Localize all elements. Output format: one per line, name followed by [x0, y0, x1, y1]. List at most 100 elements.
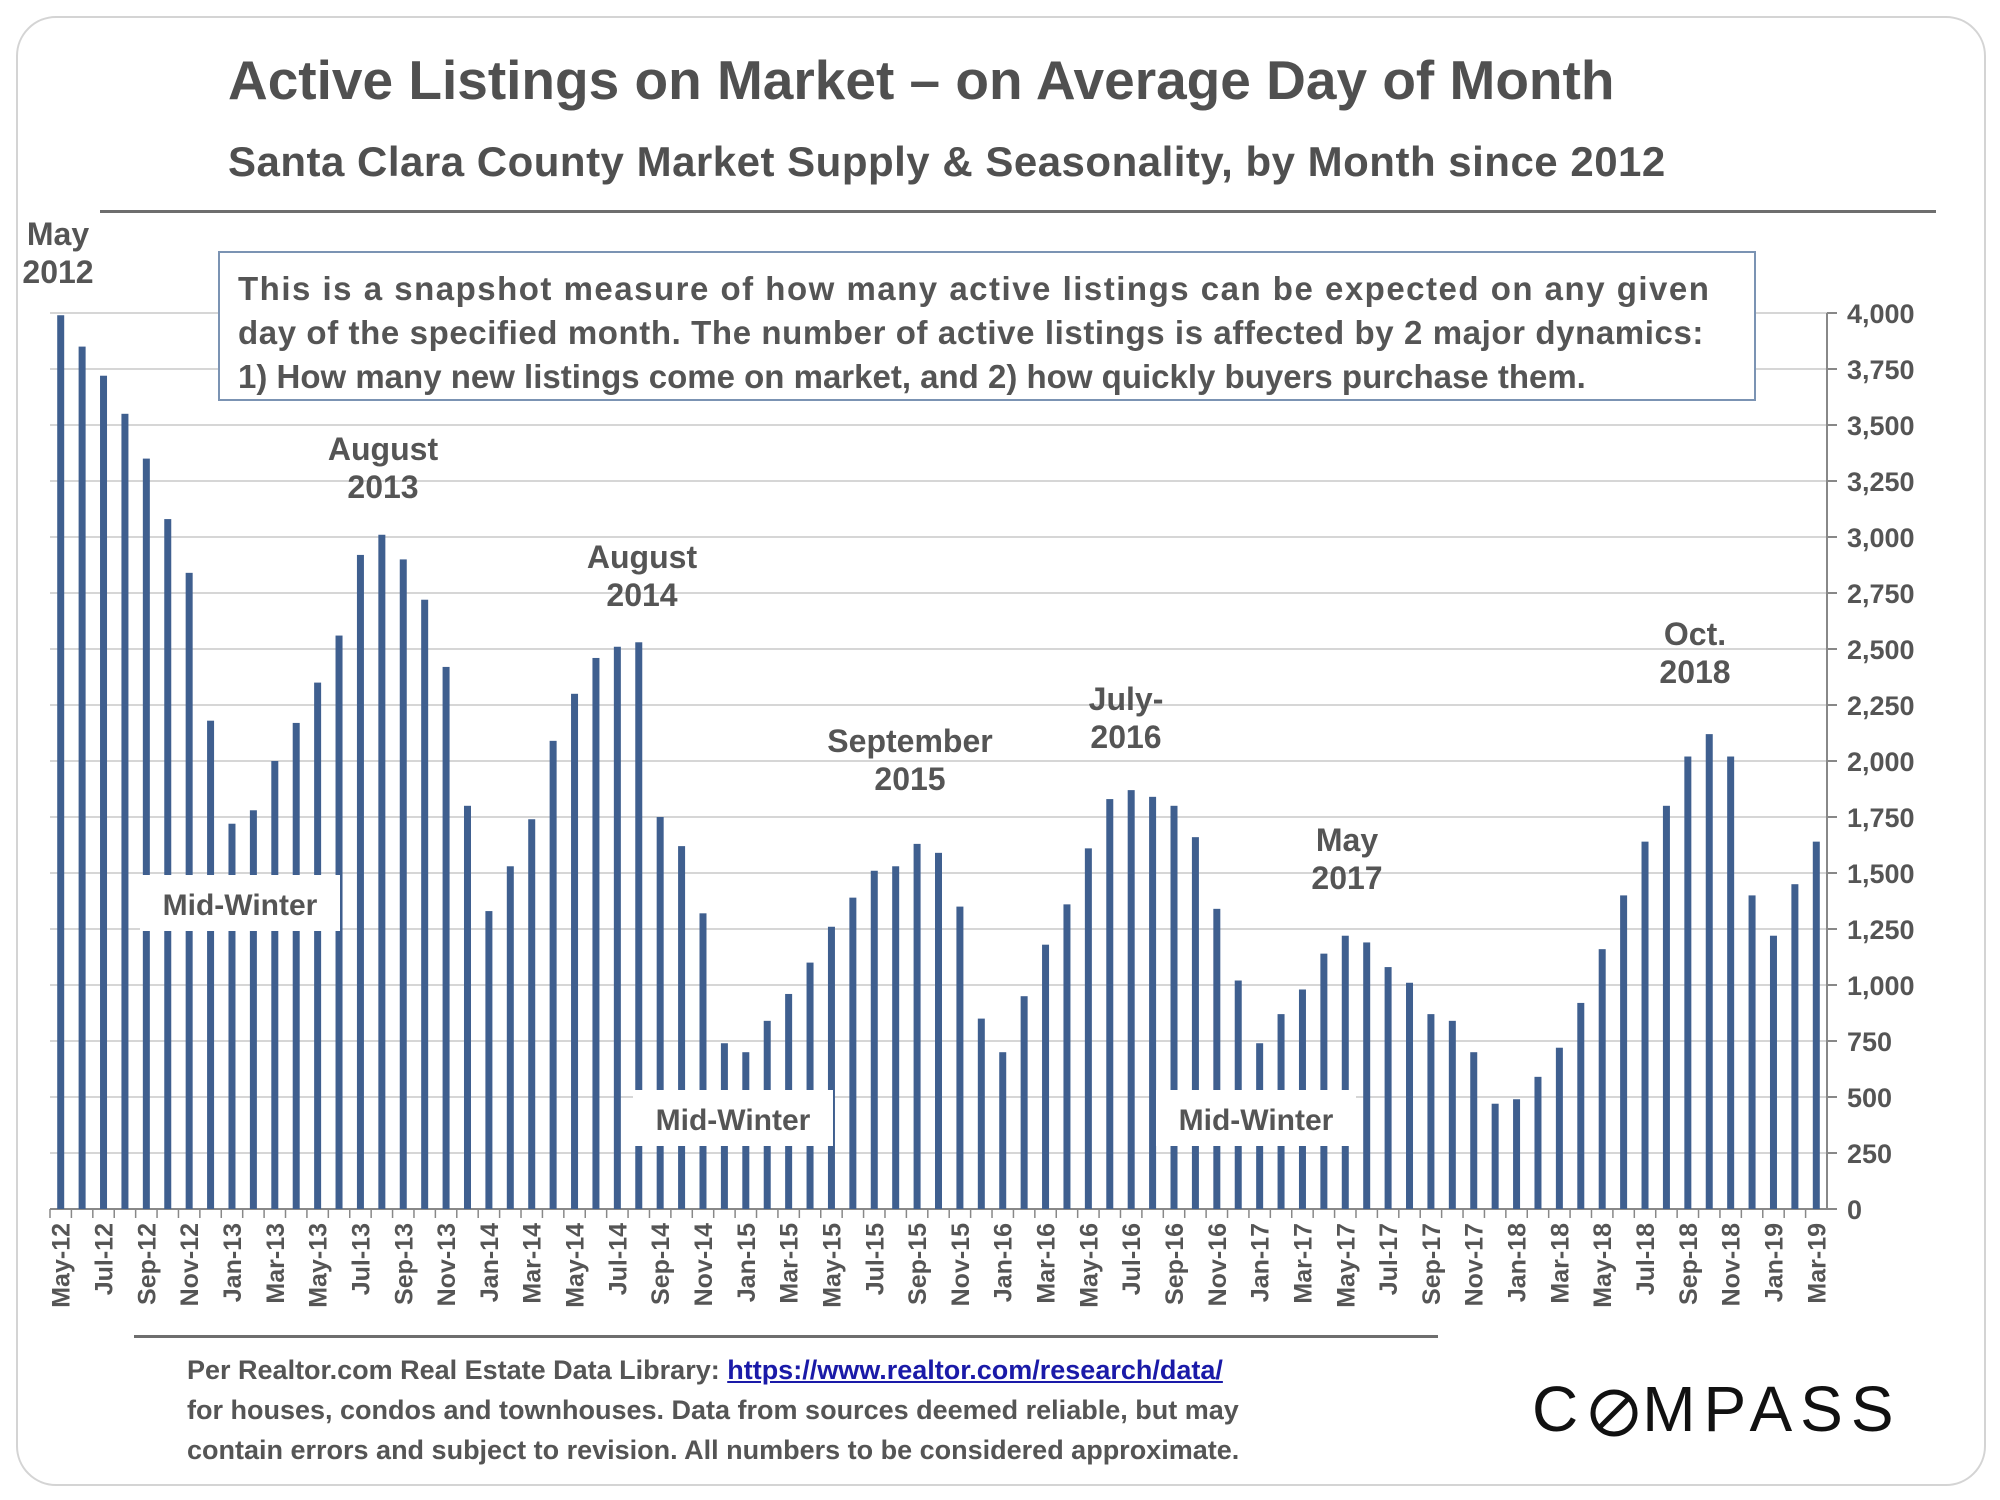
note-line-2: day of the specified month. The number o…: [238, 314, 1704, 351]
y-tick-label: 3,000: [1847, 523, 1915, 553]
bar: [57, 315, 65, 1209]
bar: [1662, 805, 1670, 1209]
bar: [1620, 895, 1628, 1209]
footnote-line-3: contain errors and subject to revision. …: [187, 1435, 1240, 1465]
x-tick-label: Sep-17: [1418, 1223, 1446, 1305]
x-tick-label: Jul-15: [861, 1223, 889, 1295]
bar: [485, 911, 493, 1209]
x-tick-label: Sep-15: [904, 1223, 932, 1305]
x-tick-label: Jan-18: [1504, 1223, 1532, 1302]
bar: [549, 740, 557, 1209]
x-tick-label: May-13: [305, 1223, 333, 1308]
x-tick-label: Sep-13: [390, 1223, 418, 1305]
y-tick-label: 750: [1847, 1027, 1892, 1057]
x-tick-label: Jan-15: [733, 1223, 761, 1302]
x-tick-label: Mar-15: [776, 1223, 804, 1304]
peak-annotation: May: [27, 216, 89, 252]
bar: [870, 870, 878, 1209]
x-tick-label: Mar-14: [519, 1223, 547, 1304]
bar: [1063, 904, 1071, 1209]
x-tick-label: Nov-12: [176, 1223, 204, 1306]
bar: [849, 897, 857, 1209]
bar: [913, 843, 921, 1209]
bar: [1191, 837, 1199, 1209]
bar: [571, 693, 579, 1209]
bar: [613, 646, 621, 1209]
x-tick-label: Nov-15: [947, 1223, 975, 1306]
peak-annotation: 2017: [1311, 860, 1382, 896]
bar: [1534, 1076, 1542, 1209]
x-tick-label: Jan-14: [476, 1223, 504, 1302]
bar: [1084, 848, 1092, 1209]
footnote-line-2: for houses, condos and townhouses. Data …: [187, 1395, 1239, 1425]
x-tick-label: Jul-16: [1118, 1223, 1146, 1295]
peak-annotation: September: [827, 723, 992, 759]
bar: [827, 926, 835, 1209]
y-tick-label: 500: [1847, 1083, 1892, 1113]
x-tick-label: Jul-17: [1375, 1223, 1403, 1295]
x-tick-label: Sep-14: [647, 1223, 675, 1305]
bar: [635, 642, 643, 1209]
note-line-3: 1) How many new listings come on market,…: [238, 358, 1586, 395]
x-tick-label: Jul-12: [91, 1223, 119, 1295]
bar: [1555, 1047, 1563, 1209]
bar: [1641, 841, 1649, 1209]
bar: [656, 817, 664, 1209]
bar: [1320, 953, 1328, 1209]
bar: [292, 722, 300, 1209]
bar: [314, 682, 322, 1209]
peak-annotation: Oct.: [1664, 616, 1726, 652]
bar: [678, 846, 686, 1209]
y-tick-label: 3,250: [1847, 467, 1915, 497]
bar: [1384, 967, 1392, 1209]
x-tick-label: May-16: [1075, 1223, 1103, 1308]
bar: [78, 346, 86, 1210]
x-tick-label: Mar-19: [1803, 1223, 1831, 1304]
bar: [935, 852, 942, 1209]
y-tick-label: 250: [1847, 1139, 1892, 1169]
x-tick-label: May-12: [48, 1223, 76, 1308]
mid-winter-box: [633, 1090, 833, 1146]
bar: [1769, 935, 1777, 1209]
x-tick-label: Sep-16: [1161, 1223, 1189, 1305]
peak-annotation: July-: [1089, 681, 1164, 717]
x-tick-label: Jan-19: [1760, 1223, 1788, 1302]
mid-winter-label: Mid-Winter: [1179, 1104, 1334, 1137]
bar: [1705, 734, 1713, 1209]
x-tick-label: May-18: [1589, 1223, 1617, 1308]
bar: [1791, 884, 1799, 1209]
bar: [1213, 908, 1221, 1209]
bar: [528, 819, 536, 1209]
mid-winter-box: [1156, 1090, 1356, 1146]
x-tick-label: Nov-18: [1718, 1223, 1746, 1306]
bar: [1170, 805, 1178, 1209]
x-tick-label: May-15: [818, 1223, 846, 1308]
source-link[interactable]: https://www.realtor.com/research/data/: [727, 1355, 1223, 1385]
x-tick-label: Jul-18: [1632, 1223, 1660, 1295]
peak-annotation: August: [587, 539, 698, 575]
peak-annotation: 2016: [1090, 719, 1161, 755]
footer-divider: [134, 1335, 1438, 1338]
y-tick-label: 1,500: [1847, 859, 1915, 889]
title-divider: [100, 210, 1936, 213]
x-tick-label: Nov-16: [1204, 1223, 1232, 1306]
peak-annotation: 2012: [22, 254, 93, 290]
bar: [1748, 895, 1756, 1209]
logo-prefix: C: [1532, 1373, 1587, 1445]
bar: [399, 559, 407, 1209]
y-tick-label: 1,000: [1847, 971, 1915, 1001]
bar: [1042, 944, 1050, 1209]
bar: [1127, 790, 1135, 1209]
bar: [1470, 1052, 1478, 1209]
bar: [378, 534, 386, 1209]
x-tick-label: Nov-13: [433, 1223, 461, 1306]
bar: [592, 657, 600, 1209]
y-tick-label: 2,000: [1847, 747, 1915, 777]
y-tick-label: 1,250: [1847, 915, 1915, 945]
bar: [356, 554, 364, 1209]
note-line-1: This is a snapshot measure of how many a…: [238, 270, 1711, 307]
bar: [806, 962, 814, 1209]
bar: [1491, 1103, 1499, 1209]
explanation-note: This is a snapshot measure of how many a…: [218, 251, 1756, 401]
